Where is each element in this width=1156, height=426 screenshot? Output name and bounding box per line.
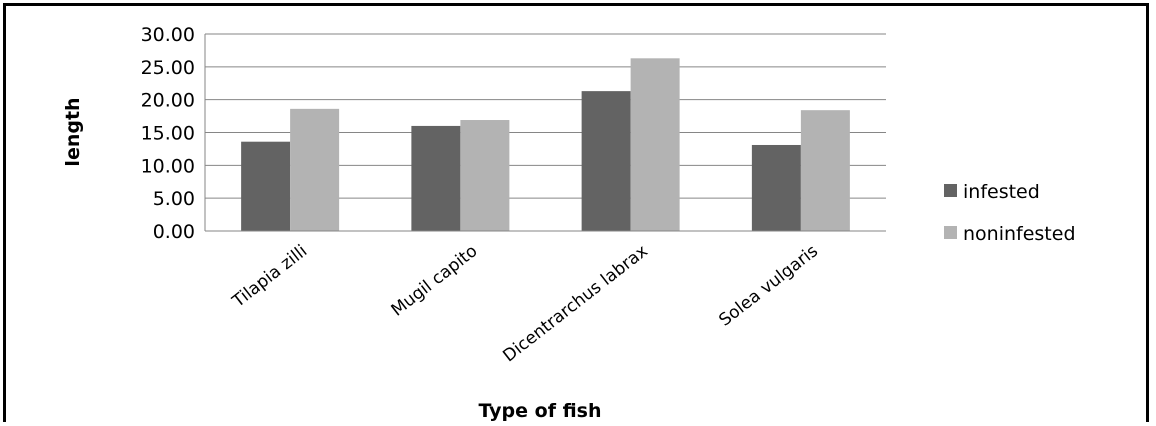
bar-infested-1 xyxy=(411,125,461,231)
bar-noninfested-0 xyxy=(290,108,340,231)
legend-label-infested: infested xyxy=(963,181,1040,203)
x-tick-label-3: Solea vulgaris xyxy=(715,241,822,330)
x-tick-label-1: Mugil capito xyxy=(388,241,482,320)
y-tick-label-5: 25.00 xyxy=(141,57,195,79)
y-tick-label-2: 10.00 xyxy=(141,155,195,177)
bar-noninfested-3 xyxy=(800,110,850,231)
y-tick-label-4: 20.00 xyxy=(141,90,195,112)
legend-swatch-infested xyxy=(944,184,957,197)
bar-noninfested-1 xyxy=(460,120,510,231)
bars xyxy=(241,58,850,232)
bar-infested-3 xyxy=(751,144,801,231)
y-tick-labels: 0.00 5.00 10.00 15.00 20.00 25.00 30.00 xyxy=(141,24,195,243)
y-tick-label-6: 30.00 xyxy=(141,24,195,46)
legend-swatch-noninfested xyxy=(944,226,957,239)
legend-label-noninfested: noninfested xyxy=(963,223,1076,245)
y-axis-title: length xyxy=(62,97,84,166)
x-axis-title: Type of fish xyxy=(478,400,601,422)
bar-noninfested-2 xyxy=(630,58,680,232)
x-tick-label-2: Dicentrarchus labrax xyxy=(499,241,651,366)
x-tick-label-0: Tilapia zilli xyxy=(228,241,311,312)
bar-infested-0 xyxy=(241,141,291,231)
bar-infested-2 xyxy=(581,91,631,231)
y-tick-label-0: 0.00 xyxy=(153,221,195,243)
y-tick-label-3: 15.00 xyxy=(141,123,195,145)
y-tick-label-1: 5.00 xyxy=(153,188,195,210)
chart-frame xyxy=(3,3,1149,422)
x-tick-labels: Tilapia zilli Mugil capito Dicentrarchus l… xyxy=(228,241,822,366)
axes xyxy=(204,34,886,232)
legend: infested noninfested xyxy=(944,181,1076,245)
